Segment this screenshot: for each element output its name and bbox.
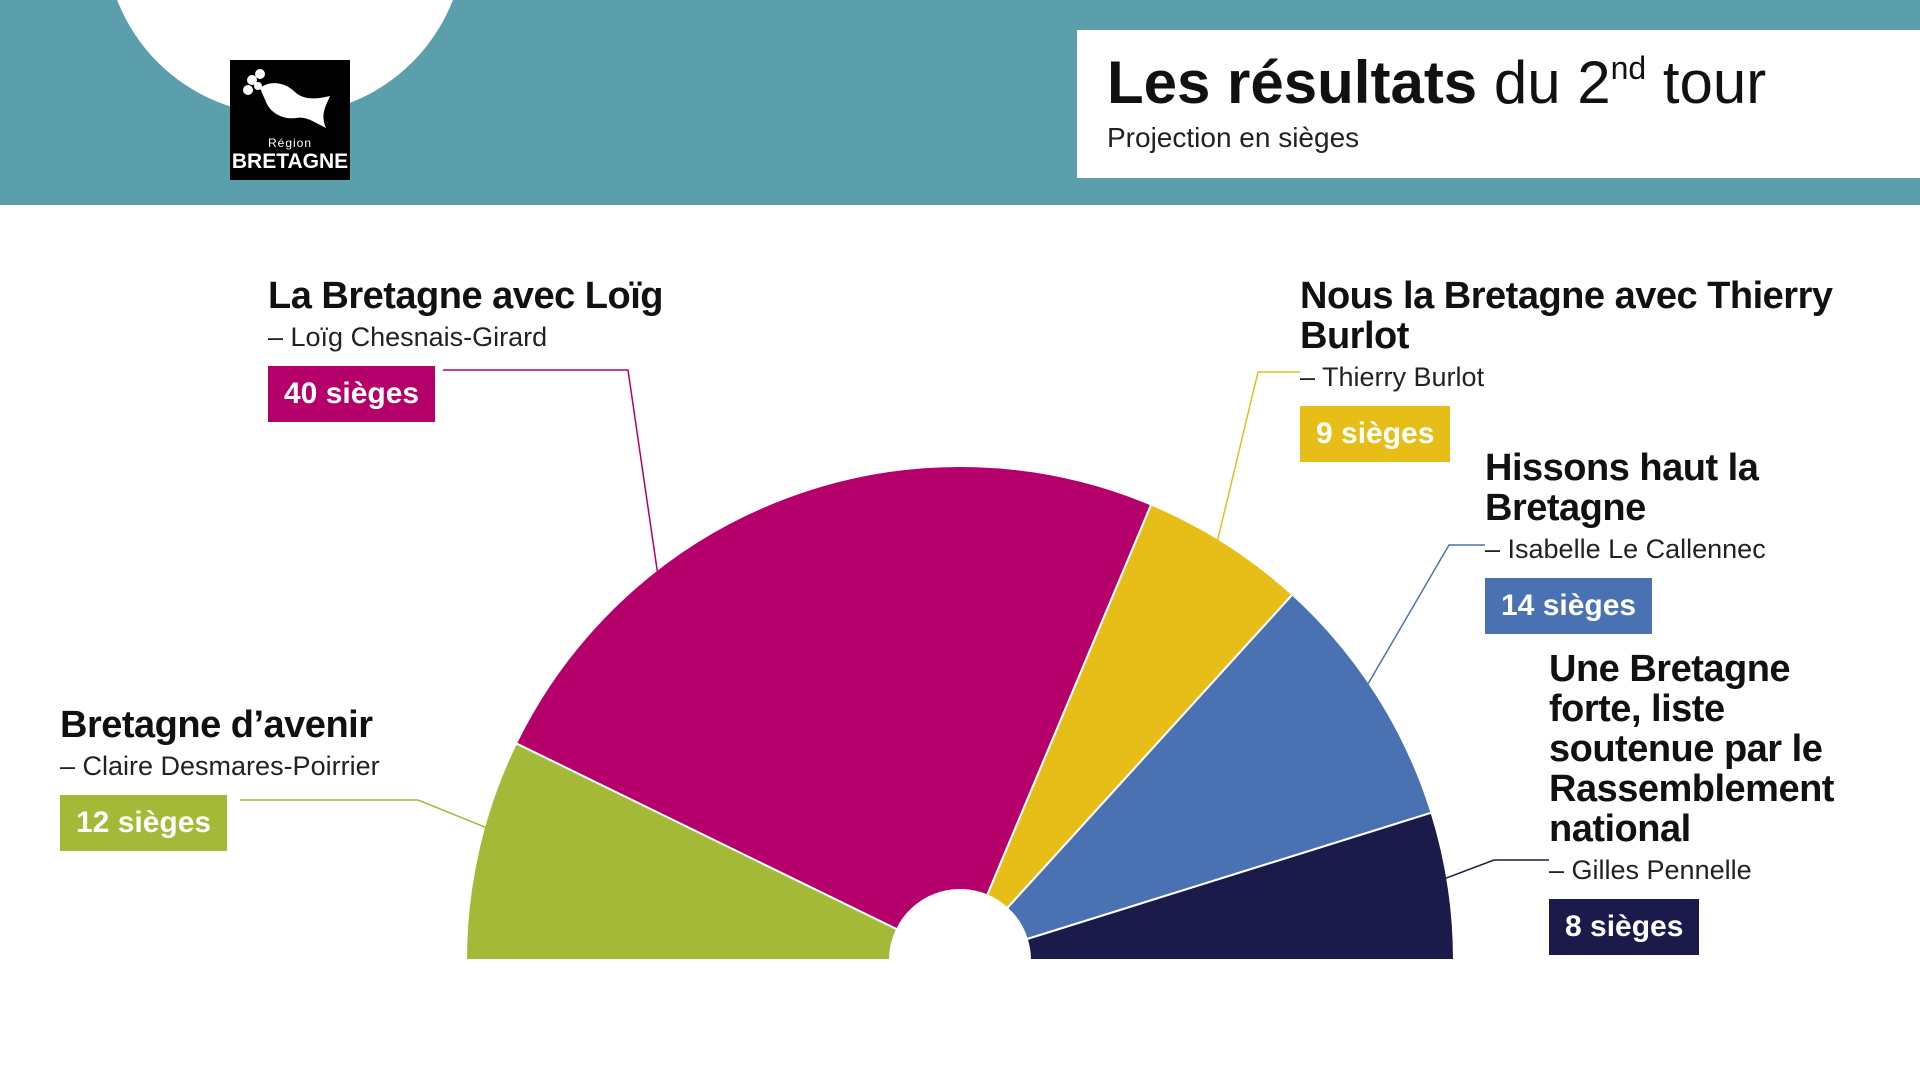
slice-hissons: [1005, 593, 1433, 941]
seats-badge-rn: 8 sièges: [1549, 899, 1700, 955]
candidate-rn: – Gilles Pennelle: [1549, 855, 1752, 885]
candidate-loig: – Loïg Chesnais-Girard: [268, 322, 548, 352]
legend-avenir: Bretagne d’avenir – Claire Desmares-Poir…: [60, 705, 380, 851]
legend-burlot: Nous la Bretagne avec Thierry Burlot – T…: [1300, 276, 1920, 462]
party-name-rn: Une Bretagne forte, liste soutenue par l…: [1549, 648, 1834, 850]
seats-badge-burlot: 9 sièges: [1300, 406, 1451, 462]
slice-loig: [514, 465, 1153, 931]
seats-badge-avenir: 12 sièges: [60, 795, 228, 851]
party-name-loig: La Bretagne avec Loïg: [268, 275, 663, 317]
seats-badge-loig: 40 sièges: [268, 366, 436, 422]
candidate-avenir: – Claire Desmares-Poirrier: [60, 751, 380, 781]
slice-burlot: [985, 503, 1294, 910]
title-end: tour: [1646, 49, 1767, 116]
seats-badge-hissons: 14 sièges: [1485, 578, 1653, 634]
legend-hissons: Hissons haut la Bretagne – Isabelle Le C…: [1485, 448, 1920, 634]
leader-line-avenir: [240, 799, 487, 829]
title-superscript: nd: [1610, 50, 1647, 86]
leader-line-burlot: [1216, 371, 1300, 541]
party-name-hissons: Hissons haut la Bretagne: [1485, 447, 1759, 529]
logo-region-text: Région: [267, 136, 313, 150]
party-name-avenir: Bretagne d’avenir: [60, 704, 373, 746]
ermine-bird-icon: [243, 69, 330, 128]
title-bold: Les résultats: [1107, 49, 1478, 116]
page-subtitle: Projection en sièges: [1107, 122, 1360, 153]
leader-line-hissons: [1367, 544, 1485, 685]
title-rest: du 2: [1477, 49, 1611, 116]
title-box: Les résultats du 2nd tour Projection en …: [1077, 30, 1920, 178]
leader-line-loig: [443, 369, 659, 573]
region-bretagne-logo: Région BRETAGNE: [230, 60, 350, 180]
page-title: Les résultats du 2nd tour: [1107, 48, 1766, 118]
logo-name-text: BRETAGNE: [231, 150, 349, 173]
legend-loig: La Bretagne avec Loïg – Loïg Chesnais-Gi…: [268, 276, 663, 422]
slice-avenir: [464, 741, 899, 961]
slice-rn: [1025, 811, 1456, 961]
leader-line-rn: [1444, 859, 1549, 880]
candidate-burlot: – Thierry Burlot: [1300, 362, 1485, 392]
party-name-burlot: Nous la Bretagne avec Thierry Burlot: [1300, 275, 1833, 357]
legend-rn: Une Bretagne forte, liste soutenue par l…: [1549, 649, 1869, 955]
candidate-hissons: – Isabelle Le Callennec: [1485, 534, 1766, 564]
